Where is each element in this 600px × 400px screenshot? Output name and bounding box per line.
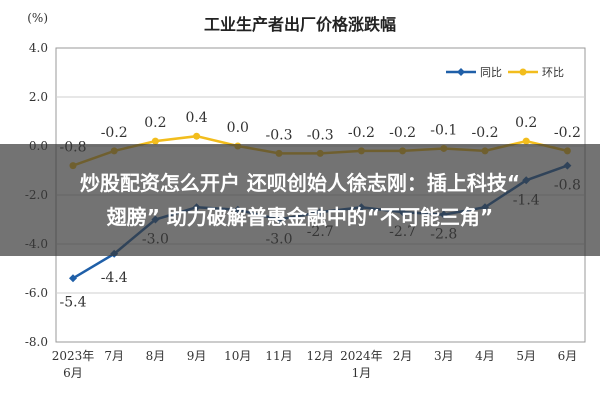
data-label: -0.2 xyxy=(348,125,375,141)
legend-label: 同比 xyxy=(480,66,502,79)
x-tick-label: 1月 xyxy=(352,366,372,380)
legend-marker xyxy=(457,68,465,76)
x-tick-label: 9月 xyxy=(187,349,207,363)
headline-line-2: 翅膀” 助力破解普惠金融中的“不可能三角” xyxy=(106,205,494,229)
data-point xyxy=(151,137,159,145)
data-label: -0.1 xyxy=(430,122,457,138)
x-tick-label: 11月 xyxy=(265,349,292,363)
headline-line-1: 炒股配资怎么开户 还呗创始人徐志刚：插上科技“ xyxy=(79,171,521,195)
data-label: -0.2 xyxy=(554,125,581,141)
data-label: -0.2 xyxy=(472,125,499,141)
data-label: 0.4 xyxy=(185,110,207,126)
x-tick-label: 3月 xyxy=(434,349,454,363)
x-tick-label: 2023年 xyxy=(52,349,95,363)
x-tick-label: 6月 xyxy=(558,349,578,363)
data-label: -5.4 xyxy=(60,294,87,310)
y-axis-unit-label: (%) xyxy=(27,11,48,25)
x-tick-label: 10月 xyxy=(224,349,251,363)
x-tick-label: 4月 xyxy=(475,349,495,363)
data-label: -0.3 xyxy=(266,127,293,143)
data-point xyxy=(522,137,530,145)
x-tick-label: 2024年 xyxy=(340,349,383,363)
x-tick-label: 7月 xyxy=(104,349,124,363)
data-label: 0.2 xyxy=(515,115,537,131)
x-tick-label: 12月 xyxy=(307,349,334,363)
data-label: -0.2 xyxy=(101,125,128,141)
data-point xyxy=(193,132,201,140)
data-label: -0.2 xyxy=(389,125,416,141)
x-tick-label: 5月 xyxy=(516,349,536,363)
data-label: 0.0 xyxy=(227,120,249,136)
y-tick-label: -8.0 xyxy=(25,335,48,349)
x-tick-label: 6月 xyxy=(63,366,83,380)
y-tick-label: 4.0 xyxy=(29,41,48,55)
chart-title: 工业生产者出厂价格涨跌幅 xyxy=(204,15,396,34)
data-label: -0.3 xyxy=(307,127,334,143)
data-label: 0.2 xyxy=(144,115,166,131)
legend-label: 环比 xyxy=(542,66,564,79)
x-tick-label: 8月 xyxy=(146,349,166,363)
headline-overlay-banner: 炒股配资怎么开户 还呗创始人徐志刚：插上科技“ 翅膀” 助力破解普惠金融中的“不… xyxy=(0,144,600,256)
legend-marker xyxy=(519,68,527,76)
data-point xyxy=(69,274,77,283)
y-tick-label: -6.0 xyxy=(25,286,48,300)
data-label: -4.4 xyxy=(101,270,128,286)
y-tick-label: 2.0 xyxy=(29,90,48,104)
x-tick-label: 2月 xyxy=(393,349,413,363)
